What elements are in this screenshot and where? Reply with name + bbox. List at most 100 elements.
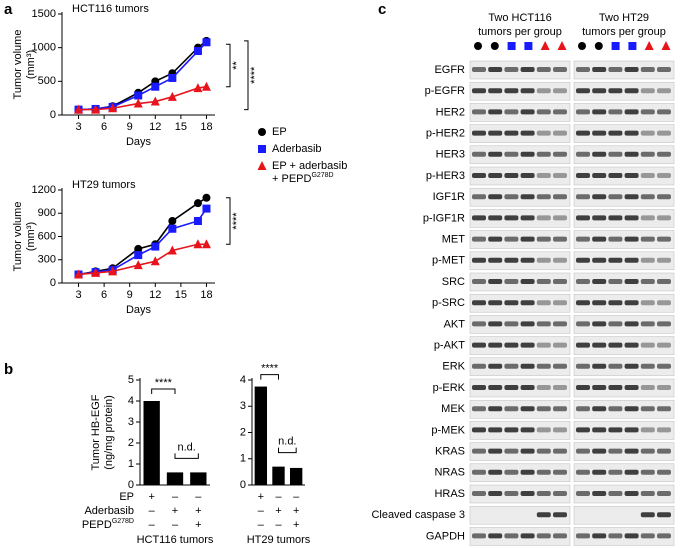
band — [504, 448, 519, 454]
legend-label: Aderbasib — [272, 143, 322, 155]
band — [553, 257, 567, 263]
band — [520, 491, 535, 496]
band — [624, 406, 639, 412]
row-label: p-HER2 — [426, 128, 465, 140]
blot-strip — [573, 527, 675, 546]
band — [553, 385, 567, 390]
band — [536, 130, 551, 136]
marker — [258, 128, 266, 136]
bracket — [260, 374, 279, 380]
band — [624, 194, 639, 200]
band — [576, 109, 590, 115]
significance: **** — [231, 212, 243, 230]
band — [592, 257, 607, 263]
band — [504, 130, 519, 136]
bar — [289, 467, 303, 485]
band — [576, 406, 590, 412]
band — [624, 427, 639, 433]
marker — [661, 41, 671, 50]
band — [536, 406, 551, 412]
panel-label: c — [378, 1, 386, 18]
band — [576, 257, 590, 263]
marker — [151, 242, 160, 251]
marker — [524, 42, 533, 50]
band — [520, 173, 535, 178]
blot-strip — [469, 124, 571, 143]
band — [520, 363, 535, 369]
band — [657, 236, 671, 242]
condition-sign: – — [275, 491, 282, 503]
blot-strip — [573, 399, 675, 419]
band — [536, 194, 551, 200]
band — [472, 300, 486, 306]
bracket — [226, 43, 231, 88]
band — [553, 448, 567, 454]
x-tick-label: 6 — [101, 121, 107, 133]
band — [536, 300, 551, 306]
blot-strip — [573, 187, 675, 207]
y-tick-label: 1500 — [32, 8, 56, 20]
band — [592, 173, 607, 178]
band — [657, 427, 671, 433]
band — [536, 173, 551, 178]
band — [472, 236, 486, 242]
band — [640, 321, 655, 327]
band — [592, 194, 607, 200]
x-tick-label: 9 — [127, 121, 133, 133]
band — [592, 151, 607, 157]
blot-strip — [573, 484, 675, 504]
band — [576, 448, 590, 454]
band — [536, 151, 551, 157]
row-label: p-ERK — [433, 382, 466, 394]
band — [472, 491, 486, 496]
band — [640, 512, 655, 518]
band — [608, 448, 623, 454]
band — [576, 385, 590, 390]
band — [624, 363, 639, 369]
blot-strip — [469, 272, 571, 292]
marker — [202, 204, 211, 213]
band — [536, 88, 551, 94]
band — [504, 385, 519, 390]
band — [608, 236, 623, 242]
band — [608, 130, 623, 136]
blot-strip — [469, 442, 571, 461]
bar — [143, 401, 160, 485]
band — [624, 491, 639, 496]
band — [520, 109, 535, 115]
significance: n.d. — [278, 436, 296, 448]
legend-label: EP — [272, 126, 287, 138]
band — [520, 342, 535, 348]
blot-strip — [469, 421, 571, 440]
marker — [168, 73, 177, 82]
band — [504, 215, 519, 221]
blot-strip — [573, 124, 675, 143]
condition-sign: – — [149, 505, 156, 517]
x-axis-label: Days — [126, 304, 152, 316]
blot-strip — [573, 81, 675, 101]
y-tick-label: 5 — [128, 374, 134, 386]
band — [520, 88, 535, 94]
band — [657, 257, 671, 263]
series-line — [78, 243, 207, 276]
condition-sign: + — [172, 505, 178, 517]
y-tick-label: 0 — [50, 109, 56, 121]
band — [624, 533, 639, 539]
marker — [150, 96, 160, 106]
blot-strip — [469, 145, 571, 165]
marker — [167, 245, 177, 255]
band — [608, 279, 623, 284]
y-axis-label: Tumor volume — [12, 30, 24, 100]
band — [608, 533, 623, 539]
band — [504, 151, 519, 157]
band — [608, 109, 623, 115]
x-tick-label: 3 — [75, 121, 81, 133]
series-line — [78, 197, 207, 276]
band — [576, 215, 590, 221]
marker — [168, 217, 177, 225]
y-tick-label: 2 — [128, 437, 134, 449]
blot-strip — [573, 336, 675, 355]
band — [608, 469, 623, 475]
marker — [628, 42, 637, 50]
